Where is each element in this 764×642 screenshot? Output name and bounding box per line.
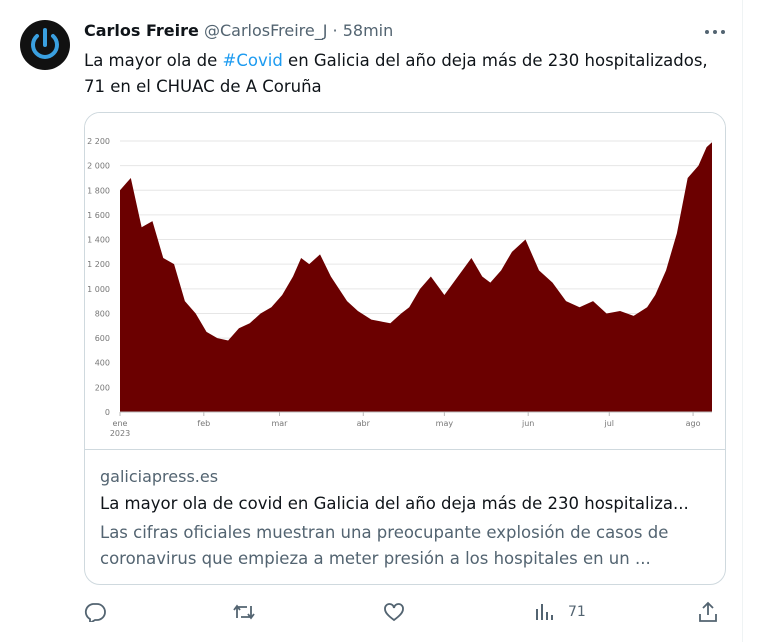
y-tick-label: 1 800 bbox=[87, 186, 110, 195]
x-tick-label: may bbox=[436, 419, 454, 428]
chart: 0 200 400 600 800 1 000 1 200 1 400 1 600 1 800 2 … bbox=[85, 113, 725, 449]
x-tick-label: abr bbox=[357, 419, 371, 428]
text: Las cifras oficiales muestran una preocu… bbox=[100, 523, 669, 542]
author-name[interactable]: Carlos Freire bbox=[84, 21, 199, 40]
text: en Galicia del año deja más de 230 hospi… bbox=[282, 51, 708, 70]
views-icon[interactable] bbox=[535, 603, 553, 621]
y-tick-label: 1 200 bbox=[87, 260, 110, 269]
y-tick-label: 2 200 bbox=[87, 137, 110, 146]
x-tick-label: ago bbox=[686, 419, 701, 428]
text: La mayor ola de bbox=[84, 51, 223, 70]
card-title: La mayor ola de covid en Galicia del año… bbox=[100, 494, 689, 513]
card-description: Las cifras oficiales muestran una preocu… bbox=[100, 520, 668, 572]
handle[interactable]: @CarlosFreire_J bbox=[203, 21, 328, 40]
y-tick-label: 400 bbox=[95, 359, 110, 368]
hashtag[interactable]: #Covid bbox=[222, 51, 283, 70]
separator: · bbox=[332, 21, 338, 40]
tweet-text: La mayor ola de #Covid en Galicia del añ… bbox=[84, 48, 708, 100]
link-card[interactable]: 0 200 400 600 800 1 000 1 200 1 400 1 600 1 800 2 … bbox=[84, 112, 726, 585]
views-count[interactable]: 71 bbox=[568, 604, 586, 620]
x-tick-label: mar bbox=[271, 419, 288, 428]
like-button[interactable] bbox=[383, 602, 405, 622]
x-tick-label: jul bbox=[604, 419, 615, 428]
x-year-label: 2023 bbox=[110, 429, 130, 438]
divider bbox=[742, 0, 743, 642]
area bbox=[120, 142, 712, 412]
card-domain: galiciapress.es bbox=[100, 467, 219, 486]
y-tick-label: 2 000 bbox=[87, 162, 110, 171]
y-tick-label: 200 bbox=[95, 383, 110, 392]
y-tick-label: 0 bbox=[105, 408, 110, 417]
avatar[interactable] bbox=[19, 19, 71, 71]
y-tick-label: 1 400 bbox=[87, 236, 110, 245]
reply-button[interactable] bbox=[84, 602, 106, 622]
retweet-button[interactable] bbox=[232, 602, 256, 622]
time[interactable]: 58min bbox=[342, 21, 394, 40]
more-button[interactable] bbox=[704, 28, 726, 36]
y-tick-label: 600 bbox=[95, 334, 110, 343]
y-tick-label: 1 600 bbox=[87, 211, 110, 220]
text: coronavirus que empieza a meter presión … bbox=[100, 549, 651, 568]
share-button[interactable] bbox=[698, 601, 718, 623]
y-tick-label: 800 bbox=[95, 309, 110, 318]
x-tick-label: jun bbox=[521, 419, 534, 428]
text: 71 en el CHUAC de A Coruña bbox=[84, 77, 322, 96]
x-tick-label: ene bbox=[113, 419, 128, 428]
y-tick-label: 1 000 bbox=[87, 285, 110, 294]
x-tick-label: feb bbox=[197, 419, 210, 428]
